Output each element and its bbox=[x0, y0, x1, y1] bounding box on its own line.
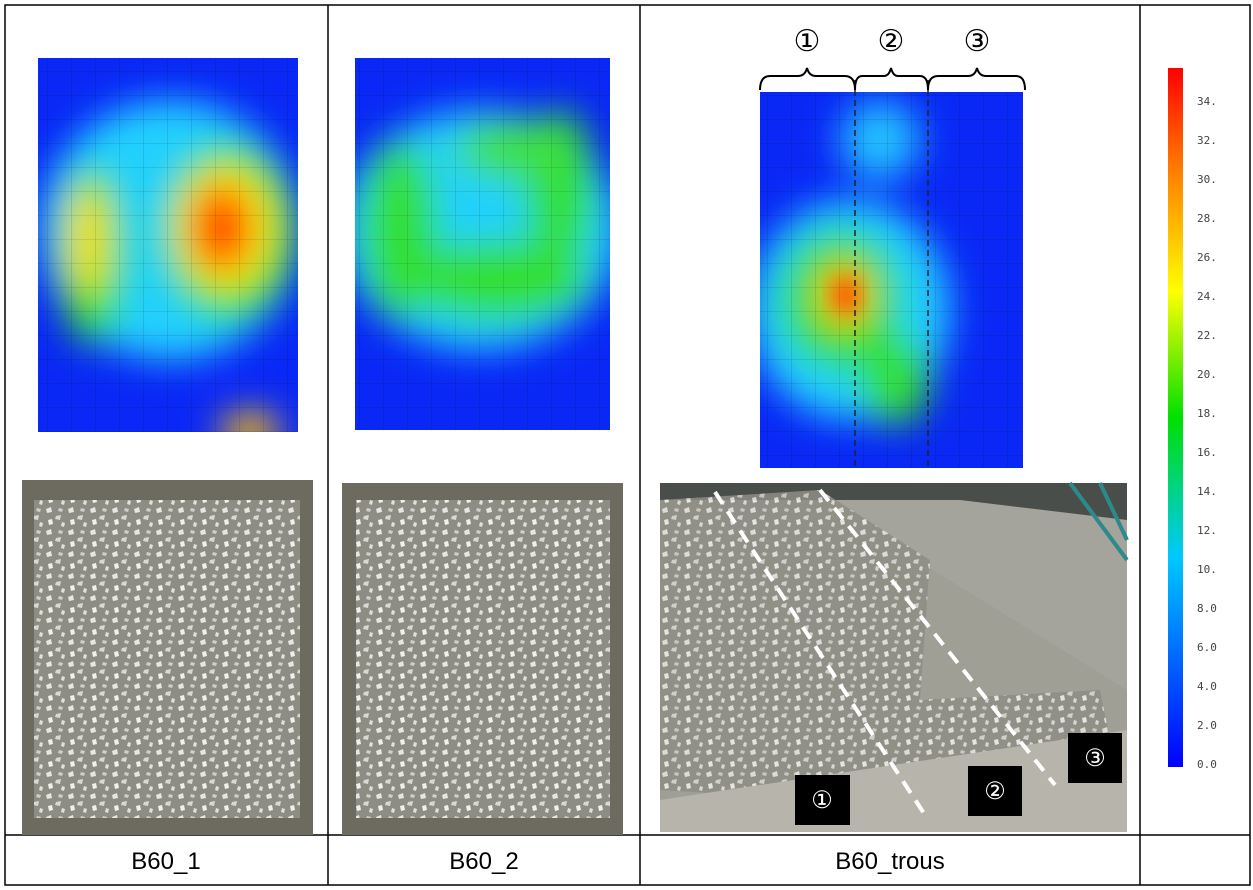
zone-label: ③ bbox=[964, 24, 991, 59]
photo-label: ③ bbox=[1084, 744, 1106, 772]
colorbar bbox=[1168, 68, 1183, 767]
braces bbox=[759, 67, 1026, 91]
zone-dividers bbox=[854, 80, 929, 470]
photo bbox=[22, 480, 313, 835]
heatmap bbox=[38, 58, 298, 432]
colorbar-label: 26. bbox=[1197, 251, 1217, 264]
colorbar-label: 10. bbox=[1197, 563, 1217, 576]
colorbar-label: 12. bbox=[1197, 524, 1217, 537]
colorbar-label: 24. bbox=[1197, 290, 1217, 303]
photo bbox=[342, 483, 623, 835]
colorbar-label: 16. bbox=[1197, 446, 1217, 459]
zone-label: ② bbox=[878, 24, 905, 59]
colorbar-label: 6.0 bbox=[1197, 641, 1217, 654]
colorbar-label: 32. bbox=[1197, 134, 1217, 147]
zone-label: ① bbox=[794, 24, 821, 59]
heatmap bbox=[355, 58, 610, 430]
colorbar-label: 22. bbox=[1197, 329, 1217, 342]
photo-label: ① bbox=[811, 786, 833, 814]
caption: B60_trous bbox=[835, 848, 944, 875]
caption: B60_2 bbox=[449, 848, 518, 875]
colorbar-label: 0.0 bbox=[1197, 758, 1217, 771]
colorbar-label: 34. bbox=[1197, 95, 1217, 108]
colorbar-label: 8.0 bbox=[1197, 602, 1217, 615]
colorbar-labels: 34. 32. 30. 28. 26. 24. 22. 20. 18. 16. 14. 12. 10. 8… bbox=[1197, 95, 1217, 771]
colorbar-label: 14. bbox=[1197, 485, 1217, 498]
colorbar-label: 20. bbox=[1197, 368, 1217, 381]
colorbar-label: 30. bbox=[1197, 173, 1217, 186]
photo-label: ② bbox=[984, 777, 1006, 805]
caption: B60_1 bbox=[131, 848, 200, 875]
heatmap bbox=[760, 92, 1023, 468]
photo bbox=[660, 481, 1129, 832]
colorbar-label: 4.0 bbox=[1197, 680, 1217, 693]
colorbar-label: 18. bbox=[1197, 407, 1217, 420]
colorbar-label: 28. bbox=[1197, 212, 1217, 225]
colorbar-label: 2.0 bbox=[1197, 719, 1217, 732]
